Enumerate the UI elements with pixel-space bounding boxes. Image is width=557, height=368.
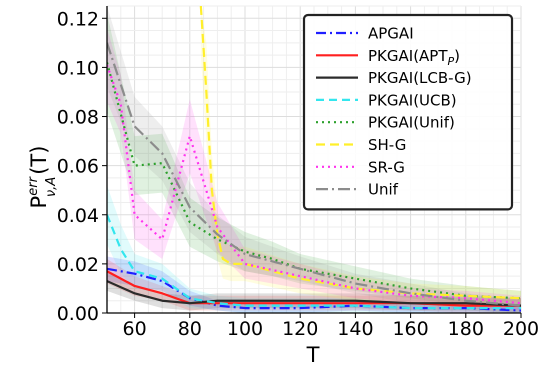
tick-labels: 60 80 100 120 140 160 180 200 0.00 0.02 0.04 0.06 0.… [57, 8, 539, 340]
x-tick-label: 100 [227, 318, 263, 340]
legend-label: Unif [368, 181, 399, 199]
y-axis-label-sub: ν,A [44, 177, 59, 197]
legend: APGAI PKGAI(APTP)PKGAI(LCB-G) PKGAI(UCB) PK… [302, 13, 514, 211]
legend-box [302, 13, 514, 211]
band-0 [107, 256, 521, 313]
y-tick-label: 0.00 [57, 303, 99, 325]
y-axis-label-sup: err [26, 175, 41, 195]
axes [102, 6, 522, 318]
band-5 [200, 6, 521, 306]
x-tick-label: 160 [392, 318, 428, 340]
series-lines [107, 6, 521, 312]
y-tick-label: 0.10 [57, 57, 99, 79]
y-axis-label: Perr ν,A (T) [26, 146, 59, 209]
y-tick-label: 0.02 [57, 254, 99, 276]
x-tick-label: 80 [178, 318, 202, 340]
legend-label: PKGAI(APTP) [368, 47, 460, 68]
x-tick-label: 140 [337, 318, 373, 340]
legend-label: PKGAI(Unif) [368, 114, 455, 132]
legend-label: SH-G [368, 136, 406, 154]
series-line-7 [107, 42, 521, 307]
x-tick-label: 60 [123, 318, 147, 340]
x-tick-label: 180 [448, 318, 484, 340]
series-line-3 [107, 214, 521, 310]
band-4 [107, 13, 521, 306]
x-tick-label: 200 [503, 318, 539, 340]
series-line-5 [199, 6, 521, 300]
y-tick-label: 0.08 [57, 107, 99, 129]
x-axis-label: T [306, 343, 320, 367]
y-tick-label: 0.12 [57, 8, 99, 30]
band-1 [107, 258, 521, 313]
series-line-2 [107, 280, 521, 307]
y-axis-label-arg: (T) [27, 146, 51, 175]
legend-label: PKGAI(LCB-G) [368, 69, 472, 87]
y-tick-label: 0.04 [57, 205, 99, 227]
legend-label: PKGAI(UCB) [368, 91, 457, 109]
x-tick-label: 120 [282, 318, 318, 340]
series-line-4 [107, 62, 521, 300]
legend-label: APGAI [368, 25, 414, 43]
y-tick-label: 0.06 [57, 156, 99, 178]
y-axis-label-main: P [27, 196, 51, 209]
legend-label: SR-G [368, 158, 405, 176]
band-7 [107, 6, 521, 313]
band-6 [107, 28, 521, 311]
